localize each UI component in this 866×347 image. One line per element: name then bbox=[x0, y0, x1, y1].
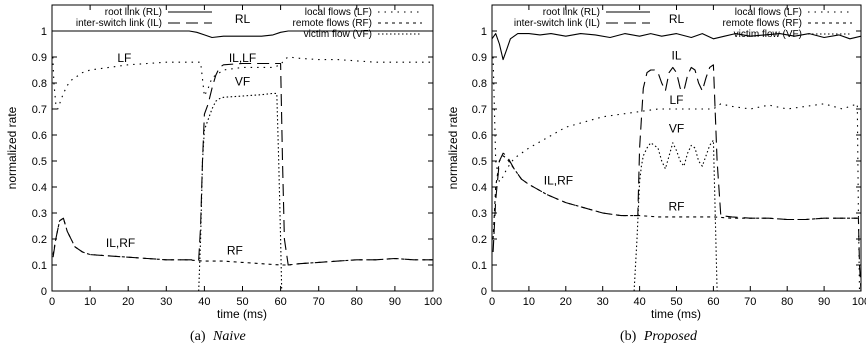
y-tick-label: 0.3 bbox=[472, 208, 487, 220]
axis-ticks: 0 10 20 30 40 50 60 70 80 90 100 0 0.1 0.2 0.3 0.4 0.5 0.… bbox=[32, 5, 442, 308]
annotation-il-rf: IL,RF bbox=[544, 173, 573, 187]
y-tick-label: 0.7 bbox=[472, 104, 487, 116]
x-tick-label: 50 bbox=[670, 296, 682, 308]
series-line-victim-flow-vf bbox=[198, 92, 283, 292]
axis-ticks: 0 10 20 30 40 50 60 70 80 90 100 0 0.1 0.2 0.3 0.4 0.5 0.… bbox=[472, 5, 866, 308]
y-tick-label: 0.6 bbox=[472, 130, 487, 142]
legend-label-lf: local flows (LF) bbox=[305, 7, 372, 18]
y-axis-title: normalized rate bbox=[446, 106, 460, 189]
annotation-lf: LF bbox=[669, 93, 683, 107]
panel-naive: 0 10 20 30 40 50 60 70 80 90 100 0 0.1 0.2 0.3 0.4 0.5 0.… bbox=[5, 4, 442, 344]
x-axis-title: time (ms) bbox=[651, 307, 701, 321]
x-tick-label: 80 bbox=[351, 296, 363, 308]
caption-label: (b) Proposed bbox=[620, 329, 698, 344]
legend-label-rf: remote flows (RF) bbox=[723, 18, 802, 29]
annotation-rf: RF bbox=[669, 199, 685, 213]
y-tick-label: 1 bbox=[41, 26, 47, 38]
annotation-vf: VF bbox=[235, 75, 250, 89]
y-tick-label: 0.5 bbox=[472, 156, 487, 168]
y-tick-label: 1 bbox=[481, 26, 487, 38]
x-tick-label: 70 bbox=[744, 296, 756, 308]
x-tick-label: 20 bbox=[560, 296, 572, 308]
series-line-remote-flows-rf bbox=[52, 217, 433, 266]
annotation-rf: RF bbox=[227, 244, 243, 258]
y-tick-label: 0.1 bbox=[472, 260, 487, 272]
x-tick-label: 10 bbox=[523, 296, 535, 308]
curve-annotations: RL LF IL,LF VF IL,RF RF bbox=[106, 12, 256, 257]
x-tick-label: 50 bbox=[236, 296, 248, 308]
x-tick-label: 30 bbox=[160, 296, 172, 308]
annotation-il-rf: IL,RF bbox=[106, 236, 135, 250]
y-tick-label: 0.6 bbox=[32, 130, 47, 142]
x-tick-label: 90 bbox=[818, 296, 830, 308]
y-tick-label: 0.4 bbox=[32, 182, 47, 194]
annotation-il: IL bbox=[671, 49, 681, 63]
series-line-inter-switch-link-il bbox=[52, 62, 433, 266]
caption-label: (a) Naive bbox=[190, 329, 246, 344]
legend: root link (RL) inter-switch link (IL) lo… bbox=[76, 7, 422, 40]
legend-label-il: inter-switch link (IL) bbox=[76, 18, 162, 29]
x-tick-label: 80 bbox=[781, 296, 793, 308]
x-tick-label: 30 bbox=[597, 296, 609, 308]
x-tick-label: 100 bbox=[424, 296, 442, 308]
y-tick-label: 0 bbox=[481, 286, 487, 298]
x-tick-label: 10 bbox=[84, 296, 96, 308]
caption-method: Naive bbox=[212, 329, 246, 344]
x-tick-label: 90 bbox=[389, 296, 401, 308]
x-tick-label: 40 bbox=[633, 296, 645, 308]
y-tick-label: 0.2 bbox=[32, 234, 47, 246]
series-line-inter-switch-link-il bbox=[492, 64, 862, 292]
x-tick-label: 0 bbox=[49, 296, 55, 308]
y-tick-label: 0.4 bbox=[472, 182, 487, 194]
y-tick-label: 0 bbox=[41, 286, 47, 298]
annotation-vf: VF bbox=[669, 121, 684, 135]
x-tick-label: 20 bbox=[122, 296, 134, 308]
caption-method: Proposed bbox=[643, 329, 698, 344]
caption-prefix: (b) bbox=[620, 329, 637, 344]
y-axis-title: normalized rate bbox=[5, 106, 19, 189]
series-line-root-link-rl bbox=[52, 30, 433, 39]
y-tick-label: 0.5 bbox=[32, 156, 47, 168]
caption-prefix: (a) bbox=[190, 329, 206, 344]
series-line-victim-flow-vf bbox=[633, 139, 718, 292]
legend-label-il: inter-switch link (IL) bbox=[514, 18, 600, 29]
annotation-lf: LF bbox=[117, 51, 131, 65]
annotation-rl: RL bbox=[669, 12, 685, 26]
series-line-local-flows-lf bbox=[52, 56, 433, 110]
x-axis-title: time (ms) bbox=[217, 307, 267, 321]
y-tick-label: 0.2 bbox=[472, 234, 487, 246]
y-tick-label: 0.3 bbox=[32, 208, 47, 220]
legend-label-rf: remote flows (RF) bbox=[293, 18, 372, 29]
legend-label-rl: root link (RL) bbox=[543, 7, 600, 18]
y-tick-label: 0.8 bbox=[472, 78, 487, 90]
x-tick-label: 60 bbox=[274, 296, 286, 308]
legend-label-lf: local flows (LF) bbox=[735, 7, 802, 18]
legend-label-rl: root link (RL) bbox=[105, 7, 162, 18]
x-tick-label: 100 bbox=[852, 296, 866, 308]
y-tick-label: 0.9 bbox=[32, 52, 47, 64]
panel-proposed: 0 10 20 30 40 50 60 70 80 90 100 0 0.1 0.2 0.3 0.4 0.5 0.… bbox=[446, 4, 866, 344]
curve-annotations: RL IL LF VF IL,RF RF bbox=[544, 12, 685, 213]
legend-label-vf: victim flow (VF) bbox=[304, 29, 372, 40]
series-lines bbox=[52, 30, 433, 292]
x-tick-label: 70 bbox=[313, 296, 325, 308]
x-tick-label: 60 bbox=[707, 296, 719, 308]
series-lines bbox=[491, 33, 862, 292]
y-tick-label: 0.1 bbox=[32, 260, 47, 272]
y-tick-label: 0.7 bbox=[32, 104, 47, 116]
y-tick-label: 0.8 bbox=[32, 78, 47, 90]
annotation-il-lf: IL,LF bbox=[229, 51, 256, 65]
y-tick-label: 0.9 bbox=[472, 52, 487, 64]
series-line-root-link-rl bbox=[491, 33, 862, 61]
x-tick-label: 40 bbox=[198, 296, 210, 308]
annotation-rl: RL bbox=[235, 12, 251, 26]
series-line-remote-flows-rf bbox=[492, 155, 861, 240]
x-tick-label: 0 bbox=[489, 296, 495, 308]
